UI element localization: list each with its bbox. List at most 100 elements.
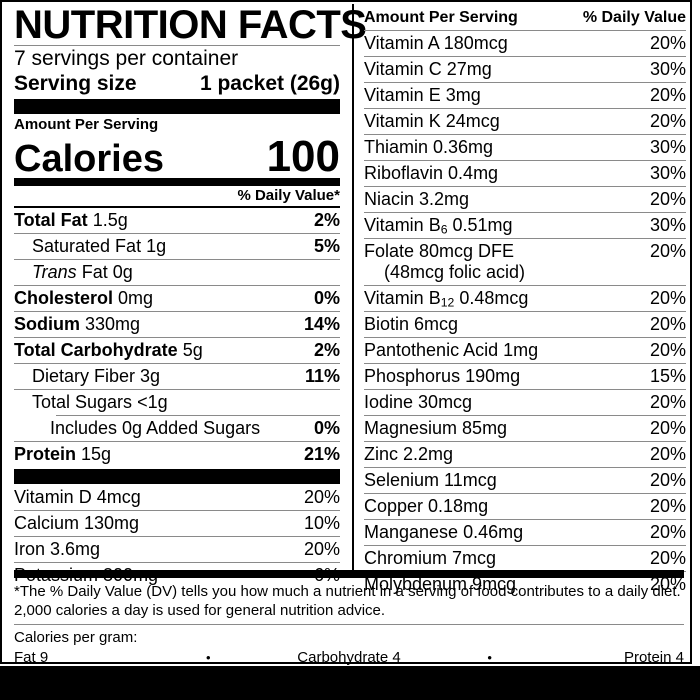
- micronutrient-dv: 20%: [649, 340, 686, 360]
- thick-divider-top: [14, 99, 340, 114]
- micronutrient-name: Iodine 30mcg: [364, 392, 473, 412]
- nutrient-name: Trans Fat 0g: [32, 262, 133, 282]
- micronutrient-name: Folate 80mcg DFE: [364, 241, 515, 261]
- micronutrient-dv: 20%: [649, 418, 686, 438]
- nutrient-name: Total Carbohydrate 5g: [14, 340, 203, 360]
- nutrient-dv: 21%: [303, 444, 340, 464]
- micronutrient-name: Vitamin A 180mcg: [364, 33, 508, 53]
- nutrient-row-dietary-fiber: Dietary Fiber 3g 11%: [14, 364, 340, 390]
- serving-size-value: 1 packet (26g): [199, 72, 340, 95]
- micronutrient-dv: 20%: [649, 288, 686, 308]
- nutrition-facts-label: NUTRITION FACTS 7 servings per container…: [0, 0, 692, 666]
- micronutrient-name: Niacin 3.2mg: [364, 189, 470, 209]
- micronutrient-name: Vitamin B12 0.48mcg: [364, 288, 529, 310]
- serving-size-label: Serving size: [14, 72, 137, 95]
- vitamin-name: Iron 3.6mg: [14, 539, 101, 559]
- nutrient-row-total-fat: Total Fat 1.5g 2%: [14, 208, 340, 234]
- vitamin-dv: 20%: [303, 487, 340, 507]
- micronutrient-row-iodine: Iodine 30mcg 20%: [364, 390, 686, 416]
- daily-value-footnote: *The % Daily Value (DV) tells you how mu…: [14, 578, 684, 625]
- calories-row: Calories 100: [14, 132, 340, 181]
- vitamin-row-calcium: Calcium 130mg 10%: [14, 511, 340, 537]
- micronutrient-dv: 20%: [649, 548, 686, 568]
- thick-divider-vitamins: [14, 469, 340, 484]
- label-inner: NUTRITION FACTS 7 servings per container…: [6, 4, 688, 666]
- micronutrient-dv: 20%: [649, 111, 686, 131]
- bottom-black-band: [0, 666, 700, 700]
- page-title: NUTRITION FACTS: [14, 3, 367, 47]
- micronutrient-row-riboflavin: Riboflavin 0.4mg 30%: [364, 161, 686, 187]
- micronutrient-dv: 20%: [649, 241, 686, 261]
- micronutrient-row-selenium: Selenium 11mcg 20%: [364, 468, 686, 494]
- micronutrient-dv: 20%: [649, 189, 686, 209]
- nutrient-name: Cholesterol 0mg: [14, 288, 154, 308]
- micronutrient-name: Pantothenic Acid 1mg: [364, 340, 539, 360]
- micronutrient-name: Molybdenum 9mcg: [364, 574, 517, 594]
- micronutrient-row-vitamin-e: Vitamin E 3mg 20%: [364, 83, 686, 109]
- micronutrient-row-vitamin-b6: Vitamin B6 0.51mg 30%: [364, 213, 686, 239]
- right-header-daily-value: % Daily Value: [582, 9, 686, 26]
- micronutrient-name: Selenium 11mcg: [364, 470, 497, 490]
- micronutrient-name: Thiamin 0.36mg: [364, 137, 494, 157]
- calories-value: 100: [266, 132, 340, 181]
- vitamin-row-vitamin-d: Vitamin D 4mcg 20%: [14, 485, 340, 511]
- daily-value-header: % Daily Value*: [14, 186, 340, 208]
- micronutrient-name: Vitamin E 3mg: [364, 85, 481, 105]
- nutrient-dv: 2%: [313, 340, 340, 360]
- micronutrient-name: Phosphorus 190mg: [364, 366, 521, 386]
- micronutrient-name: Riboflavin 0.4mg: [364, 163, 499, 183]
- micronutrient-row-phosphorus: Phosphorus 190mg 15%: [364, 364, 686, 390]
- nutrient-dv: 5%: [313, 236, 340, 256]
- micronutrient-row-vitamin-b12: Vitamin B12 0.48mcg 20%: [364, 286, 686, 312]
- vitamin-name: Vitamin D 4mcg: [14, 487, 141, 507]
- micronutrient-row-zinc: Zinc 2.2mg 20%: [364, 442, 686, 468]
- micronutrient-row-vitamin-c: Vitamin C 27mg 30%: [364, 57, 686, 83]
- medium-divider-calories: [14, 178, 340, 186]
- nutrient-name: Includes 0g Added Sugars: [50, 418, 261, 438]
- micronutrient-row-molybdenum: Molybdenum 9mcg 20%: [364, 572, 686, 597]
- micronutrient-row-thiamin: Thiamin 0.36mg 30%: [364, 135, 686, 161]
- calories-per-gram-fat: Fat 9: [14, 649, 49, 666]
- subscript-6: 6: [440, 222, 448, 237]
- micronutrient-name: Zinc 2.2mg: [364, 444, 454, 464]
- micronutrient-name: Chromium 7mcg: [364, 548, 497, 568]
- nutrient-name: Saturated Fat 1g: [32, 236, 167, 256]
- micronutrient-dv: 20%: [649, 470, 686, 490]
- nutrient-row-sodium: Sodium 330mg 14%: [14, 312, 340, 338]
- right-header-amount-per-serving: Amount Per Serving: [364, 9, 518, 26]
- nutrient-name: Total Sugars <1g: [32, 392, 168, 412]
- vitamin-row-iron: Iron 3.6mg 20%: [14, 537, 340, 563]
- micronutrient-row-niacin: Niacin 3.2mg 20%: [364, 187, 686, 213]
- nutrient-row-protein: Protein 15g 21%: [14, 442, 340, 467]
- micronutrient-dv: 15%: [649, 366, 686, 386]
- calories-per-gram-protein: Protein 4: [623, 649, 684, 666]
- micronutrient-name: Biotin 6mcg: [364, 314, 459, 334]
- nutrient-dv: 2%: [313, 210, 340, 230]
- nutrient-dv: 14%: [303, 314, 340, 334]
- micronutrient-name: Vitamin K 24mcg: [364, 111, 500, 131]
- micronutrient-dv: 20%: [649, 314, 686, 334]
- nutrient-row-trans-fat: Trans Fat 0g: [14, 260, 340, 286]
- serving-size-row: Serving size 1 packet (26g): [14, 71, 340, 97]
- columns-container: NUTRITION FACTS 7 servings per container…: [6, 3, 692, 594]
- nutrient-name: Protein 15g: [14, 444, 112, 464]
- micronutrient-row-vitamin-k: Vitamin K 24mcg 20%: [364, 109, 686, 135]
- micronutrient-row-manganese: Manganese 0.46mg 20%: [364, 520, 686, 546]
- nutrient-name: Sodium 330mg: [14, 314, 141, 334]
- nutrient-row-added-sugars: Includes 0g Added Sugars 0%: [14, 416, 340, 442]
- added-sugars-rule: [56, 415, 340, 416]
- thick-divider-footnote: [14, 570, 684, 578]
- nutrient-row-cholesterol: Cholesterol 0mg 0%: [14, 286, 340, 312]
- right-column: Amount Per Serving % Daily Value Vitamin…: [352, 4, 692, 594]
- micronutrient-dv: 20%: [649, 444, 686, 464]
- calories-per-gram-carbohydrate: Carbohydrate 4: [297, 649, 401, 666]
- micronutrient-name: Vitamin B6 0.51mg: [364, 215, 513, 237]
- micronutrient-row-pantothenic-acid: Pantothenic Acid 1mg 20%: [364, 338, 686, 364]
- micronutrient-dv: 20%: [649, 522, 686, 542]
- micronutrient-dv: 20%: [649, 496, 686, 516]
- vitamin-name: Calcium 130mg: [14, 513, 140, 533]
- micronutrient-dv: 20%: [649, 33, 686, 53]
- nutrient-name: Dietary Fiber 3g: [32, 366, 161, 386]
- micronutrient-dv: 20%: [649, 85, 686, 105]
- micronutrient-row-chromium: Chromium 7mcg 20%: [364, 546, 686, 572]
